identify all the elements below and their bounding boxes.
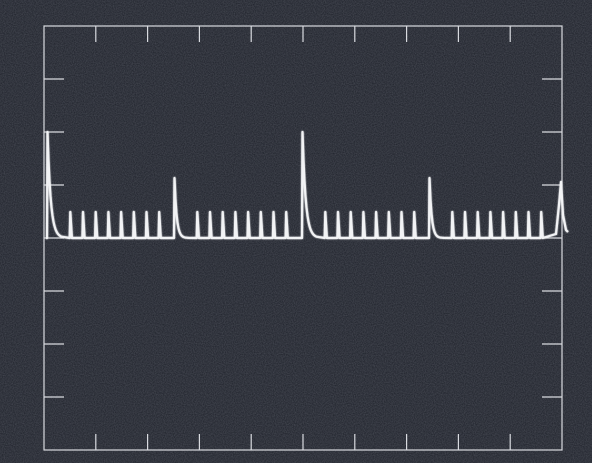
graticule-ticks xyxy=(44,26,562,450)
waveform-trace xyxy=(45,130,569,240)
